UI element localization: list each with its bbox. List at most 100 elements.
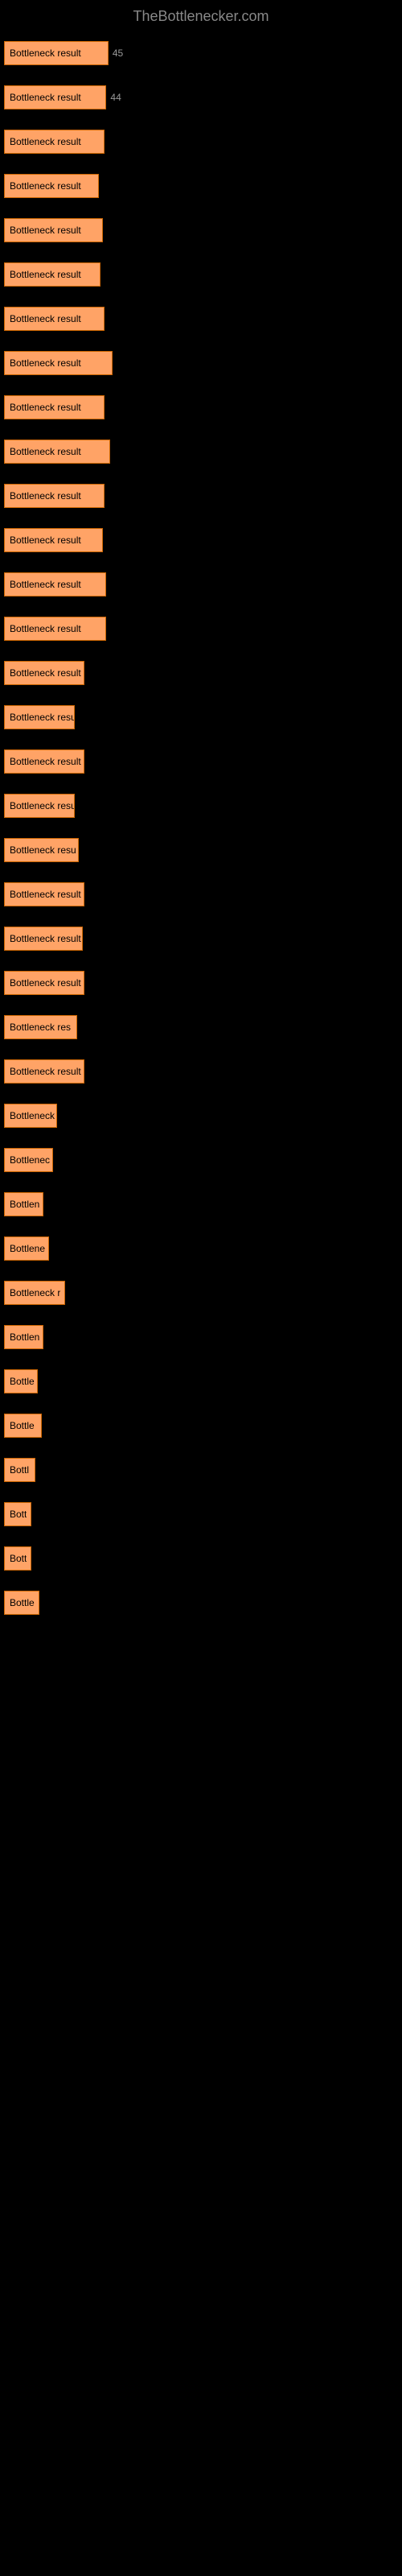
- bar-text: Bottleneck result: [10, 180, 81, 192]
- bar-wrapper: Bottleneck result44: [4, 85, 398, 109]
- bar-row: Bottleneck result: [4, 440, 398, 464]
- bar-row: Bottleneck result: [4, 1059, 398, 1084]
- bar-wrapper: Bottleneck result: [4, 262, 398, 287]
- bottleneck-bar: Bottleneck resu: [4, 838, 79, 862]
- bar-text: Bottleneck result: [10, 402, 81, 413]
- bottleneck-bar: Bottleneck result: [4, 882, 84, 906]
- bottleneck-bar: Bottleneck result: [4, 440, 110, 464]
- bar-text: Bottleneck result: [10, 889, 81, 900]
- bar-row: Bottl: [4, 1458, 398, 1482]
- bar-text: Bottleneck result: [10, 933, 81, 944]
- bottleneck-bar: Bottleneck result: [4, 971, 84, 995]
- bar-row: Bottlen: [4, 1192, 398, 1216]
- bottleneck-bar: Bottle: [4, 1369, 38, 1393]
- bar-wrapper: Bottleneck result: [4, 484, 398, 508]
- bar-text: Bottleneck result: [10, 313, 81, 324]
- bottleneck-bar: Bottleneck result: [4, 749, 84, 774]
- bar-text: Bott: [10, 1509, 27, 1520]
- bar-wrapper: Bottleneck result: [4, 882, 398, 906]
- bar-row: Bottleneck result44: [4, 85, 398, 109]
- bar-row: Bott: [4, 1546, 398, 1571]
- bar-text: Bottleneck result: [10, 269, 81, 280]
- bar-wrapper: Bottlene: [4, 1236, 398, 1261]
- bar-row: Bottleneck result: [4, 661, 398, 685]
- bar-text: Bottleneck result: [10, 800, 74, 811]
- bar-wrapper: Bottleneck result: [4, 617, 398, 641]
- bar-wrapper: Bottleneck result: [4, 971, 398, 995]
- bar-wrapper: Bottleneck: [4, 1104, 398, 1128]
- bottleneck-bar: Bottleneck result: [4, 218, 103, 242]
- bar-text: Bottleneck result: [10, 535, 81, 546]
- bar-text: Bottleneck: [10, 1110, 55, 1121]
- x-axis: [4, 1635, 398, 1667]
- bar-value: 45: [113, 47, 123, 59]
- bar-wrapper: Bottleneck resu: [4, 838, 398, 862]
- bar-wrapper: Bottleneck result: [4, 395, 398, 419]
- bar-wrapper: Bottleneck result: [4, 130, 398, 154]
- bar-text: Bottleneck result: [10, 712, 74, 723]
- bar-wrapper: Bottleneck result: [4, 528, 398, 552]
- bar-row: Bottleneck result: [4, 528, 398, 552]
- bar-text: Bottleneck result: [10, 623, 81, 634]
- bottleneck-bar: Bottleneck result: [4, 351, 113, 375]
- bar-text: Bottleneck result: [10, 136, 81, 147]
- bar-text: Bottleneck result: [10, 490, 81, 502]
- bar-row: Bottleneck result: [4, 174, 398, 198]
- bar-wrapper: Bott: [4, 1546, 398, 1571]
- bar-row: Bottle: [4, 1369, 398, 1393]
- bar-text: Bottleneck resu: [10, 844, 76, 856]
- bottleneck-bar: Bottleneck result: [4, 130, 105, 154]
- bar-wrapper: Bottleneck res: [4, 1015, 398, 1039]
- bar-wrapper: Bottle: [4, 1591, 398, 1615]
- bar-text: Bottlen: [10, 1331, 39, 1343]
- bar-value: 44: [110, 92, 121, 103]
- bar-wrapper: Bottleneck result: [4, 705, 398, 729]
- bottleneck-bar: Bottle: [4, 1414, 42, 1438]
- bar-text: Bottleneck result: [10, 446, 81, 457]
- bar-wrapper: Bott: [4, 1502, 398, 1526]
- bottleneck-bar: Bottleneck r: [4, 1281, 65, 1305]
- bar-row: Bottleneck result: [4, 971, 398, 995]
- bottleneck-bar: Bottleneck result44: [4, 85, 106, 109]
- bar-wrapper: Bottleneck result: [4, 749, 398, 774]
- bottleneck-bar: Bottlen: [4, 1325, 43, 1349]
- bar-row: Bottle: [4, 1591, 398, 1615]
- bar-text: Bott: [10, 1553, 27, 1564]
- bar-text: Bottleneck result: [10, 977, 81, 989]
- bar-wrapper: Bottleneck result: [4, 307, 398, 331]
- bar-row: Bottleneck result: [4, 130, 398, 154]
- bottleneck-bar: Bottlen: [4, 1192, 43, 1216]
- bar-text: Bottl: [10, 1464, 29, 1476]
- header: TheBottlenecker.com: [0, 8, 402, 25]
- bar-row: Bottleneck res: [4, 1015, 398, 1039]
- bar-row: Bottlenec: [4, 1148, 398, 1172]
- bottleneck-bar: Bottleneck result: [4, 174, 99, 198]
- bars-container: Bottleneck result45Bottleneck result44Bo…: [4, 41, 398, 1615]
- bar-row: Bottleneck result: [4, 572, 398, 597]
- bottleneck-bar: Bott: [4, 1546, 31, 1571]
- bottleneck-bar: Bottleneck: [4, 1104, 57, 1128]
- bar-row: Bottleneck result: [4, 262, 398, 287]
- bottleneck-bar: Bottleneck result45: [4, 41, 109, 65]
- bar-wrapper: Bottleneck result: [4, 440, 398, 464]
- bar-row: Bottlen: [4, 1325, 398, 1349]
- bar-wrapper: Bottleneck result: [4, 1059, 398, 1084]
- bar-row: Bottlene: [4, 1236, 398, 1261]
- bar-wrapper: Bottlen: [4, 1325, 398, 1349]
- bar-wrapper: Bottle: [4, 1414, 398, 1438]
- bar-text: Bottleneck result: [10, 47, 81, 59]
- bottleneck-bar: Bottleneck result: [4, 794, 75, 818]
- bottleneck-bar: Bottleneck result: [4, 1059, 84, 1084]
- bottleneck-bar: Bottleneck result: [4, 661, 84, 685]
- bar-row: Bott: [4, 1502, 398, 1526]
- bar-row: Bottleneck result: [4, 882, 398, 906]
- site-title: TheBottlenecker.com: [133, 8, 269, 24]
- bar-text: Bottleneck result: [10, 225, 81, 236]
- bar-wrapper: Bottleneck result: [4, 794, 398, 818]
- bar-text: Bottleneck result: [10, 756, 81, 767]
- bar-row: Bottleneck result: [4, 749, 398, 774]
- bar-wrapper: Bottleneck result: [4, 572, 398, 597]
- bar-row: Bottleneck result: [4, 927, 398, 951]
- bar-text: Bottleneck result: [10, 357, 81, 369]
- bar-text: Bottleneck result: [10, 667, 81, 679]
